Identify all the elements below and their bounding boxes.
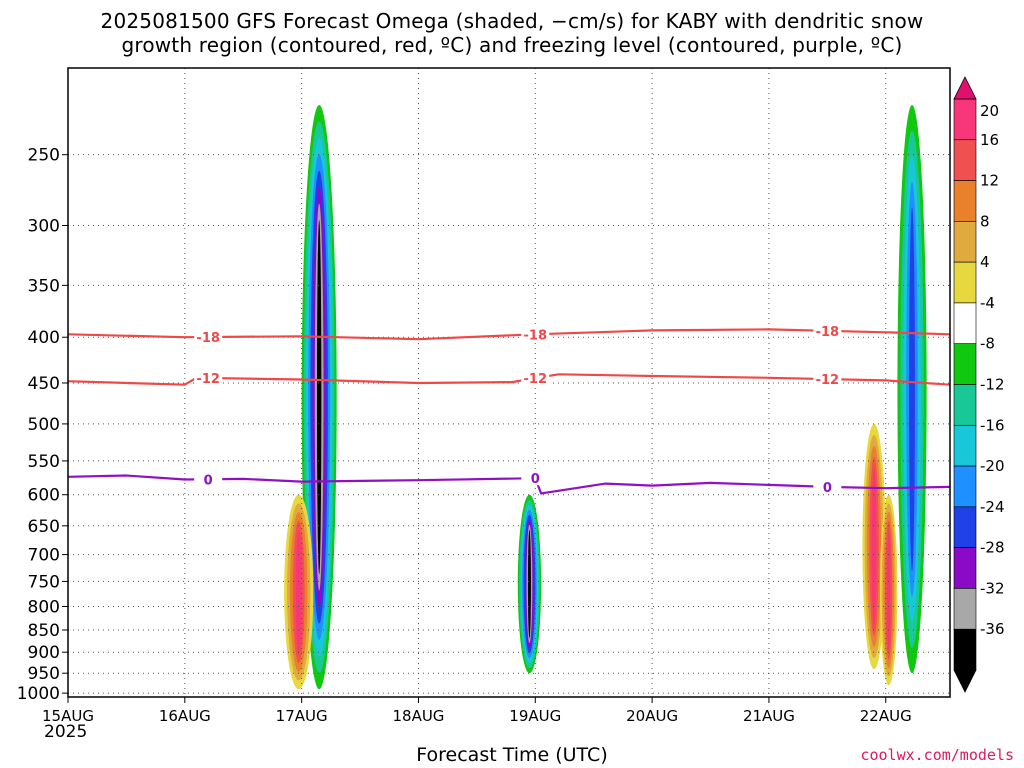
y-tick-label-450: 450 xyxy=(28,374,60,394)
colorbar-label-0: 20 xyxy=(980,102,999,120)
contour-label-1-1: -12 xyxy=(524,372,548,387)
contour-line-1 xyxy=(67,373,951,386)
omega-shading-4-4 xyxy=(909,207,915,571)
x-tick-label-15AUG: 15AUG xyxy=(42,707,94,725)
colorbar-swatch-2 xyxy=(953,180,977,222)
colorbar-label-7: -12 xyxy=(980,376,1005,394)
y-tick-label-250: 250 xyxy=(28,146,60,166)
colorbar-label-12: -32 xyxy=(980,579,1005,597)
y-tick-label-800: 800 xyxy=(28,597,60,617)
contour-label-bg-0-2 xyxy=(813,322,842,338)
colorbar-swatch-8 xyxy=(953,424,977,467)
y-tick-label-650: 650 xyxy=(28,517,60,537)
contour-label-0-0: -18 xyxy=(196,331,220,346)
x-tick-label-18AUG: 18AUG xyxy=(392,707,444,725)
contour-label-bg-1-0 xyxy=(194,369,223,385)
colorbar-top-arrow xyxy=(953,76,977,100)
contour-label-0-2: -18 xyxy=(816,325,840,340)
contour-label-2-2: 0 xyxy=(823,481,832,496)
x-tick-label-19AUG: 19AUG xyxy=(509,707,561,725)
colorbar-swatch-1 xyxy=(953,139,977,181)
x-tick-label-16AUG: 16AUG xyxy=(159,707,211,725)
y-tick-label-300: 300 xyxy=(28,216,60,236)
colorbar-label-2: 12 xyxy=(980,172,999,190)
colorbar-label-8: -16 xyxy=(980,416,1005,434)
chart-title-line2: growth region (contoured, red, ºC) and f… xyxy=(121,33,903,57)
colorbar-swatch-11 xyxy=(953,547,977,589)
y-tick-label-400: 400 xyxy=(28,328,60,348)
x-axis-title: Forecast Time (UTC) xyxy=(416,744,608,766)
y-tick-label-750: 750 xyxy=(28,572,60,592)
colorbar-swatch-10 xyxy=(953,506,977,548)
contour-label-1-2: -12 xyxy=(816,373,840,388)
y-tick-label-850: 850 xyxy=(28,621,60,641)
colorbar-label-9: -20 xyxy=(980,457,1005,475)
colorbar-swatch-7 xyxy=(953,384,977,426)
omega-shading-5-4 xyxy=(886,529,891,651)
omega-shading-2-7 xyxy=(527,529,531,639)
contour-label-bg-1-1 xyxy=(521,370,550,386)
colorbar-label-4: 4 xyxy=(980,253,990,271)
x-tick-label-20AUG: 20AUG xyxy=(626,707,678,725)
omega-shading-0-7 xyxy=(316,220,322,575)
colorbar-swatch-5 xyxy=(953,302,977,345)
omega-shading-1-4 xyxy=(295,529,302,655)
contour-label-bg-2-1 xyxy=(521,470,550,486)
omega-shading-3-4 xyxy=(871,468,877,625)
colorbar-swatch-13 xyxy=(953,628,977,671)
y-tick-label-700: 700 xyxy=(28,546,60,566)
colorbar-swatch-4 xyxy=(953,261,977,304)
x-tick-label-22AUG: 22AUG xyxy=(860,707,912,725)
y-tick-label-550: 550 xyxy=(28,452,60,472)
colorbar-label-3: 8 xyxy=(980,212,990,230)
colorbar-label-13: -36 xyxy=(980,620,1005,638)
contour-label-bg-1-2 xyxy=(813,371,842,387)
contour-label-bg-0-0 xyxy=(194,329,223,345)
contour-label-0-1: -18 xyxy=(524,328,548,343)
colorbar-swatch-3 xyxy=(953,221,977,263)
colorbar-label-1: 16 xyxy=(980,131,999,149)
colorbar-label-6: -8 xyxy=(980,335,995,353)
contour-label-2-0: 0 xyxy=(204,473,213,488)
y-tick-label-350: 350 xyxy=(28,276,60,296)
y-tick-label-500: 500 xyxy=(28,415,60,435)
y-tick-label-600: 600 xyxy=(28,486,60,506)
colorbar-label-11: -28 xyxy=(980,539,1005,557)
colorbar-bottom-arrow xyxy=(953,669,977,693)
colorbar-label-10: -24 xyxy=(980,498,1005,516)
chart-title-line1: 2025081500 GFS Forecast Omega (shaded, −… xyxy=(100,9,924,33)
colorbar-swatch-0 xyxy=(953,98,977,141)
x-tick-label-17AUG: 17AUG xyxy=(276,707,328,725)
x-tick-label-21AUG: 21AUG xyxy=(743,707,795,725)
contour-label-bg-2-2 xyxy=(813,478,842,494)
y-tick-label-900: 900 xyxy=(28,643,60,663)
contour-label-1-0: -12 xyxy=(196,372,220,387)
contour-label-bg-2-0 xyxy=(194,471,223,487)
credit-link[interactable]: coolwx.com/models xyxy=(860,746,1014,764)
colorbar-swatch-6 xyxy=(953,343,977,385)
year-label: 2025 xyxy=(44,722,88,742)
y-tick-label-1000: 1000 xyxy=(17,684,60,704)
colorbar-label-5: -4 xyxy=(980,294,995,312)
colorbar-swatch-9 xyxy=(953,465,977,508)
contour-label-2-1: 0 xyxy=(531,472,540,487)
colorbar-swatch-12 xyxy=(953,588,977,630)
contour-label-bg-0-1 xyxy=(521,326,550,342)
y-tick-label-950: 950 xyxy=(28,664,60,684)
